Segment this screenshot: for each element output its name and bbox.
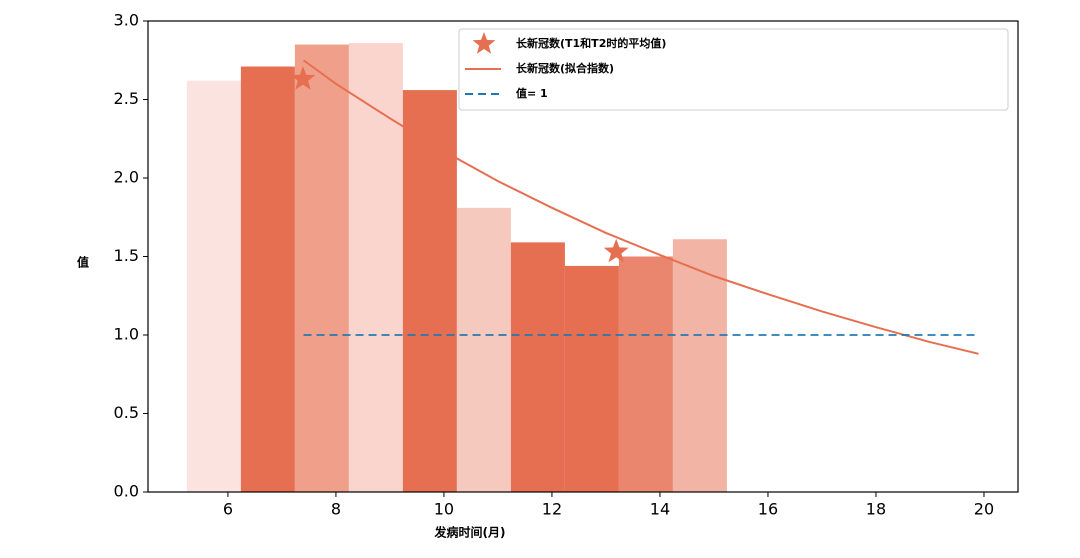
bar bbox=[618, 256, 673, 492]
legend-box bbox=[458, 28, 1009, 111]
bar bbox=[348, 42, 403, 492]
bar bbox=[186, 80, 241, 492]
bar bbox=[672, 239, 727, 492]
star-marker bbox=[290, 66, 316, 90]
x-tick-label: 12 bbox=[542, 500, 562, 519]
x-tick-label: 8 bbox=[331, 500, 341, 519]
y-tick-label: 0.5 bbox=[114, 403, 139, 422]
legend-label: 长新冠数(T1和T2时的平均值) bbox=[516, 36, 666, 50]
x-axis-label: 发病时间(月) bbox=[434, 525, 506, 540]
legend-label: 长新冠数(拟合指数) bbox=[516, 61, 614, 75]
y-tick-label: 2.5 bbox=[114, 89, 139, 108]
x-tick-label: 14 bbox=[650, 500, 670, 519]
x-tick-label: 10 bbox=[434, 500, 454, 519]
legend-label: 值= 1 bbox=[516, 86, 548, 100]
x-tick-label: 20 bbox=[974, 500, 994, 519]
bar bbox=[564, 265, 619, 492]
y-tick-label: 1.0 bbox=[114, 325, 139, 344]
bar bbox=[240, 66, 295, 492]
bar bbox=[294, 44, 349, 493]
y-axis-label: 值 bbox=[77, 255, 89, 270]
bar bbox=[456, 207, 511, 492]
bar bbox=[510, 242, 565, 492]
y-tick-label: 3.0 bbox=[114, 11, 139, 30]
x-tick-label: 18 bbox=[866, 500, 886, 519]
y-tick-label: 1.5 bbox=[114, 246, 139, 265]
y-tick-label: 2.0 bbox=[114, 168, 139, 187]
x-tick-label: 6 bbox=[223, 500, 233, 519]
x-tick-label: 16 bbox=[758, 500, 778, 519]
y-tick-label: 0.0 bbox=[114, 482, 139, 501]
star-marker bbox=[603, 238, 629, 263]
legend-marker bbox=[472, 32, 496, 54]
line bbox=[302, 59, 979, 355]
bar bbox=[402, 90, 457, 492]
